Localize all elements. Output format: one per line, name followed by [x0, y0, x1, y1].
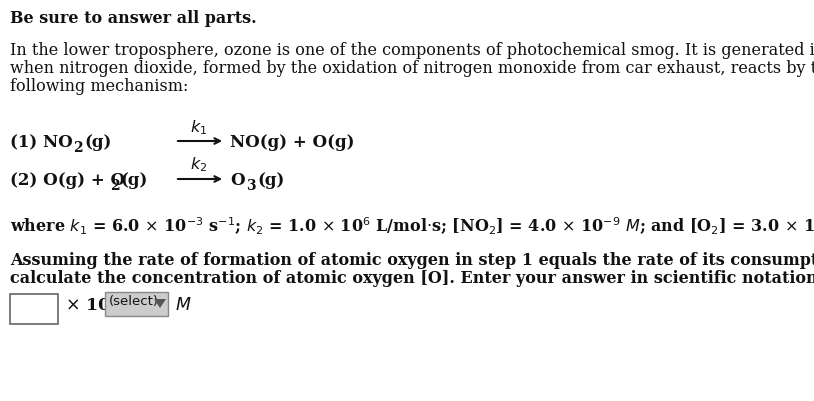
Text: (2) O(g) + O: (2) O(g) + O — [10, 172, 125, 188]
Text: 3: 3 — [246, 178, 256, 192]
Text: $k_1$: $k_1$ — [190, 118, 208, 136]
Text: 2: 2 — [110, 178, 120, 192]
Text: In the lower troposphere, ozone is one of the components of photochemical smog. : In the lower troposphere, ozone is one o… — [10, 42, 814, 59]
Text: calculate the concentration of atomic oxygen [O]. Enter your answer in scientifi: calculate the concentration of atomic ox… — [10, 269, 814, 286]
Text: 2: 2 — [73, 141, 83, 155]
Text: $k_2$: $k_2$ — [190, 155, 208, 173]
Text: $M$: $M$ — [175, 296, 191, 313]
Text: where $k_1$ = 6.0 $\times$ 10$^{-3}$ s$^{-1}$; $k_2$ = 1.0 $\times$ 10$^{6}$ L/m: where $k_1$ = 6.0 $\times$ 10$^{-3}$ s$^… — [10, 215, 814, 236]
Text: (g): (g) — [257, 172, 284, 188]
Text: when nitrogen dioxide, formed by the oxidation of nitrogen monoxide from car exh: when nitrogen dioxide, formed by the oxi… — [10, 60, 814, 77]
Polygon shape — [154, 299, 166, 308]
Text: (g): (g) — [120, 172, 147, 188]
Bar — [105, 292, 168, 316]
Text: $\times$ 10: $\times$ 10 — [65, 296, 111, 313]
Text: O: O — [230, 172, 245, 188]
Text: (g): (g) — [84, 134, 112, 151]
Text: Be sure to answer all parts.: Be sure to answer all parts. — [10, 10, 256, 27]
Text: (select): (select) — [109, 294, 159, 307]
Text: following mechanism:: following mechanism: — [10, 78, 188, 95]
Text: NO(g) + O(g): NO(g) + O(g) — [230, 134, 355, 151]
Bar — [10, 294, 58, 324]
Text: Assuming the rate of formation of atomic oxygen in step 1 equals the rate of its: Assuming the rate of formation of atomic… — [10, 251, 814, 268]
Text: (1) NO: (1) NO — [10, 134, 72, 151]
